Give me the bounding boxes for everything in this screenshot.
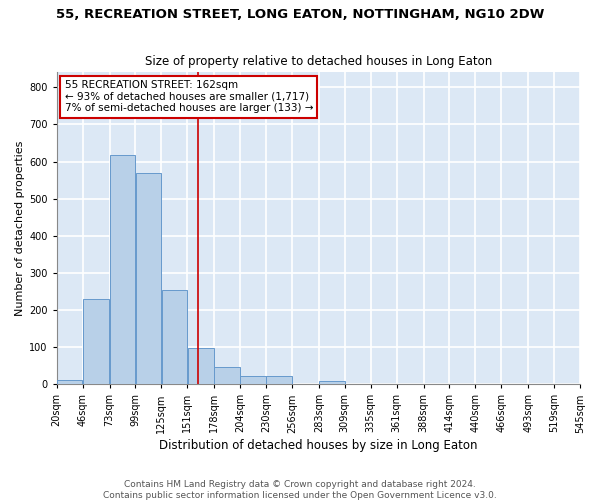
- Bar: [188, 348, 214, 384]
- X-axis label: Distribution of detached houses by size in Long Eaton: Distribution of detached houses by size …: [159, 440, 478, 452]
- Bar: [214, 367, 240, 384]
- Bar: [110, 155, 135, 384]
- Bar: [319, 381, 344, 384]
- Y-axis label: Number of detached properties: Number of detached properties: [15, 140, 25, 316]
- Bar: [57, 380, 82, 384]
- Title: Size of property relative to detached houses in Long Eaton: Size of property relative to detached ho…: [145, 56, 492, 68]
- Bar: [136, 172, 161, 384]
- Bar: [266, 376, 292, 384]
- Text: 55, RECREATION STREET, LONG EATON, NOTTINGHAM, NG10 2DW: 55, RECREATION STREET, LONG EATON, NOTTI…: [56, 8, 544, 20]
- Text: 55 RECREATION STREET: 162sqm
← 93% of detached houses are smaller (1,717)
7% of : 55 RECREATION STREET: 162sqm ← 93% of de…: [65, 80, 313, 114]
- Bar: [241, 376, 266, 384]
- Bar: [83, 299, 109, 384]
- Text: Contains HM Land Registry data © Crown copyright and database right 2024.
Contai: Contains HM Land Registry data © Crown c…: [103, 480, 497, 500]
- Bar: [161, 290, 187, 384]
